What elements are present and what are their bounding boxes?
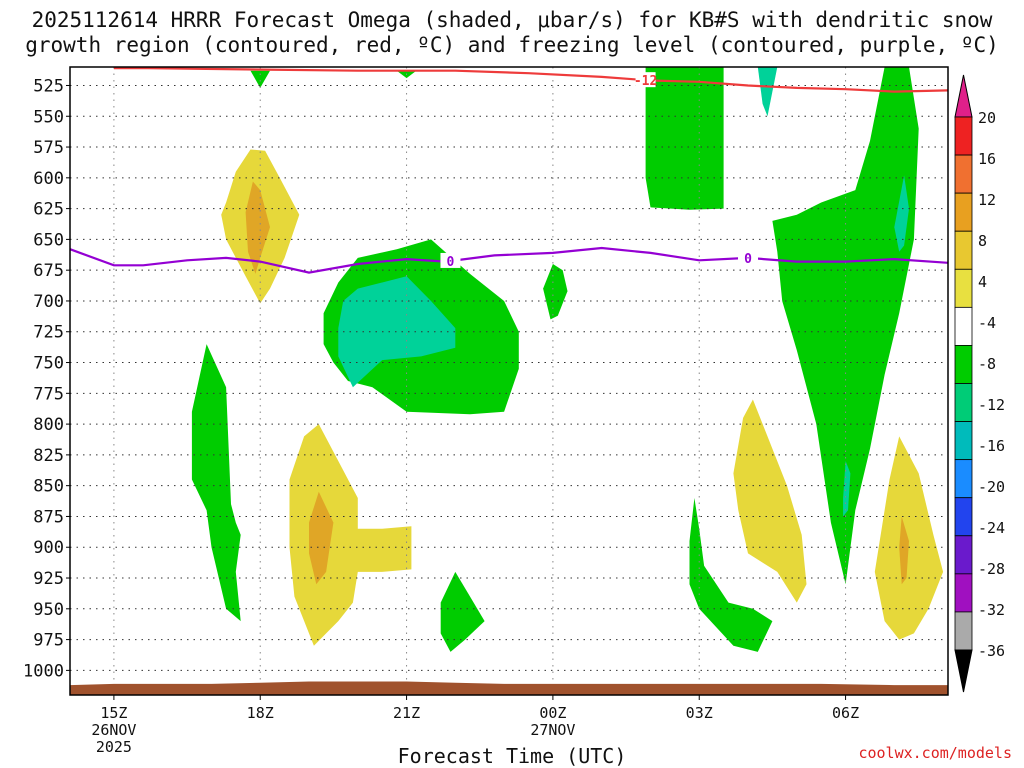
chart-title-line-2: growth region (contoured, red, ºC) and f… — [25, 33, 999, 57]
omega-region-yellow-04z-lower — [733, 399, 807, 603]
xtick-label-06Z-0: 06Z — [832, 704, 859, 722]
colorbar-bin-4 — [954, 268, 973, 308]
dgz-minus12-contour-label-0: -12 — [634, 74, 657, 89]
dgz-minus12-contour — [113, 67, 949, 93]
ytick-label-550: 550 — [33, 107, 64, 127]
xtick-label-15Z-1: 26NOV — [91, 721, 136, 739]
ytick-label-975: 975 — [33, 631, 64, 651]
x-axis-label: Forecast Time (UTC) — [397, 744, 627, 768]
freezing-level-contour-label-0: 0 — [447, 255, 455, 270]
ytick-label-775: 775 — [33, 384, 64, 404]
omega-region-yellow-07z-lower — [874, 436, 944, 640]
omega-region-green-22z-lower — [440, 571, 485, 652]
colorbar-label-11: -28 — [978, 560, 1005, 578]
colorbar-bin-11 — [954, 535, 973, 575]
colorbar-label-6: -8 — [978, 355, 996, 373]
colorbar-label-13: -36 — [978, 642, 1005, 660]
ytick-label-600: 600 — [33, 169, 64, 189]
omega-region-teal-03z-upper — [757, 67, 778, 117]
freezing-level-contour-label-1: 0 — [744, 252, 752, 267]
omega-region-orange-18z-upper — [245, 181, 270, 274]
ytick-label-850: 850 — [33, 477, 64, 497]
omega-region-teal-06z-lower — [843, 461, 851, 517]
ytick-label-800: 800 — [33, 415, 64, 435]
colorbar-bin-6 — [954, 345, 973, 384]
colorbar-bin-1 — [954, 154, 973, 194]
ytick-label-700: 700 — [33, 292, 64, 312]
plot-frame — [69, 66, 949, 696]
ytick-label-750: 750 — [33, 354, 64, 374]
ytick-label-900: 900 — [33, 538, 64, 558]
ytick-label-525: 525 — [33, 76, 64, 96]
colorbar-label-7: -12 — [978, 396, 1005, 414]
xtick-label-18Z-0: 18Z — [247, 704, 274, 722]
colorbar-label-1: 16 — [978, 150, 996, 168]
ytick-label-625: 625 — [33, 200, 64, 220]
colorbar-label-12: -32 — [978, 601, 1005, 619]
omega-region-teal-21z-blob — [338, 276, 456, 388]
omega-region-yellow-19z-lower — [289, 424, 412, 646]
omega-region-green-00z-small — [543, 264, 568, 320]
colorbar-bin-10 — [954, 497, 973, 537]
freezing-level-contour-label-bg-1 — [738, 249, 759, 265]
colorbar-label-4: 4 — [978, 273, 987, 291]
colorbar-bin-12 — [954, 573, 973, 613]
xtick-label-00Z-1: 27NOV — [530, 721, 575, 739]
ground-surface — [70, 681, 948, 695]
colorbar-label-5: -4 — [978, 314, 996, 332]
colorbar-label-2: 12 — [978, 191, 996, 209]
ytick-label-825: 825 — [33, 446, 64, 466]
xtick-label-00Z-0: 00Z — [539, 704, 566, 722]
colorbar-bin-0 — [954, 116, 973, 156]
omega-region-green-03z-upper — [645, 67, 724, 210]
omega-region-teal-06z-upper — [894, 175, 909, 252]
dgz-minus12-contour-label-bg-0 — [635, 72, 656, 88]
xtick-label-15Z-0: 15Z — [100, 704, 127, 722]
grid — [70, 67, 948, 695]
colorbar-label-8: -16 — [978, 437, 1005, 455]
colorbar-bin-3 — [954, 230, 973, 270]
colorbar-label-0: 20 — [978, 109, 996, 127]
colorbar-bin-8 — [954, 421, 973, 461]
credit-link[interactable]: coolwx.com/models — [858, 744, 1012, 762]
omega-region-green-06z-large — [772, 67, 919, 585]
omega-region-orange-07z-lower — [899, 516, 909, 585]
ytick-label-675: 675 — [33, 261, 64, 281]
freezing-level-contour — [69, 246, 949, 274]
omega-region-green-03z-lower — [689, 498, 773, 652]
xtick-label-21Z-0: 21Z — [393, 704, 420, 722]
xtick-label-03Z-0: 03Z — [686, 704, 713, 722]
xtick-label-15Z-2: 2025 — [96, 738, 132, 756]
freezing-level-contour-label-bg-0 — [440, 252, 461, 268]
omega-region-green-16z-lower — [191, 344, 241, 622]
ytick-label-575: 575 — [33, 138, 64, 158]
colorbar-bin-5 — [954, 306, 973, 346]
ytick-label-725: 725 — [33, 323, 64, 343]
colorbar-top-arrow — [954, 74, 973, 118]
ytick-label-875: 875 — [33, 507, 64, 527]
ytick-label-925: 925 — [33, 569, 64, 589]
omega-region-green-top-18z — [250, 70, 270, 88]
ytick-label-950: 950 — [33, 600, 64, 620]
chart-title-line-1: 2025112614 HRRR Forecast Omega (shaded, … — [31, 8, 993, 32]
omega-region-orange-19z-lower — [309, 491, 334, 585]
colorbar-bin-2 — [954, 192, 973, 232]
colorbar-bottom-arrow — [954, 649, 973, 693]
colorbar-bin-7 — [954, 383, 973, 422]
colorbar-label-3: 8 — [978, 232, 987, 250]
colorbar-label-10: -24 — [978, 519, 1005, 537]
colorbar-bin-13 — [954, 611, 973, 651]
colorbar-label-9: -20 — [978, 478, 1005, 496]
colorbar-bin-9 — [954, 459, 973, 499]
ytick-label-1000: 1000 — [23, 661, 64, 681]
ytick-label-650: 650 — [33, 230, 64, 250]
